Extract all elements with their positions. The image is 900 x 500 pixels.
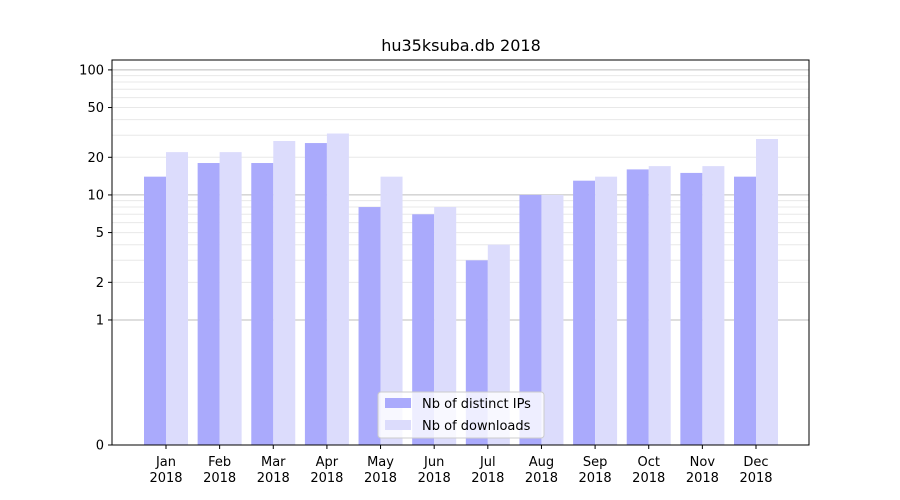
bar-downloads-apr: [326, 133, 349, 445]
x-tick-label-month: Nov: [690, 455, 716, 470]
chart-title: hu35ksuba.db 2018: [381, 36, 541, 55]
x-tick-label-year: 2018: [418, 471, 451, 486]
bar-distinct-ips-may: [358, 207, 381, 445]
bar-downloads-sep: [595, 176, 618, 445]
x-tick-label-month: Jan: [155, 455, 176, 470]
legend-box: [377, 391, 545, 439]
y-tick-label: 0: [96, 439, 104, 454]
bar-downloads-jan: [166, 152, 188, 445]
x-tick-label-year: 2018: [364, 471, 397, 486]
x-tick-label-year: 2018: [739, 471, 772, 486]
bar-downloads-nov: [702, 166, 725, 445]
x-tick-label-month: Jul: [479, 455, 496, 470]
bar-distinct-ips-mar: [251, 163, 274, 445]
bar-distinct-ips-jan: [144, 176, 166, 445]
x-tick-label-month: Jun: [423, 455, 444, 470]
x-tick-label-month: Apr: [316, 455, 339, 470]
y-tick-label: 5: [96, 226, 104, 241]
bar-distinct-ips-nov: [680, 172, 703, 445]
x-axis: Jan2018Feb2018Mar2018Apr2018May2018Jun20…: [149, 445, 773, 486]
x-tick-label-month: Feb: [208, 455, 231, 470]
legend-label-downloads: Nb of downloads: [422, 419, 531, 434]
y-tick-label: 100: [79, 63, 104, 78]
bar-downloads-feb: [219, 152, 242, 445]
x-tick-label-year: 2018: [257, 471, 290, 486]
x-tick-label-month: Sep: [583, 455, 608, 470]
bar-downloads-dec: [756, 139, 778, 445]
bar-downloads-jun: [434, 207, 457, 445]
bar-distinct-ips-dec: [734, 176, 756, 445]
x-tick-label-year: 2018: [310, 471, 343, 486]
bar-distinct-ips-jun: [412, 214, 435, 445]
legend-swatch-downloads: [385, 420, 411, 430]
y-tick-label: 1: [96, 313, 104, 328]
x-tick-label-year: 2018: [525, 471, 558, 486]
bar-distinct-ips-feb: [197, 163, 220, 445]
x-tick-label-month: May: [367, 455, 394, 470]
legend-swatch-distinct-ips: [385, 398, 411, 408]
x-tick-label-month: Mar: [261, 455, 286, 470]
bar-downloads-aug: [541, 194, 564, 445]
bar-distinct-ips-apr: [304, 143, 327, 445]
x-tick-label-year: 2018: [686, 471, 719, 486]
bar-downloads-may: [380, 176, 403, 445]
bar-downloads-mar: [273, 140, 296, 445]
legend-label-distinct-ips: Nb of distinct IPs: [422, 397, 531, 412]
x-tick-label-year: 2018: [149, 471, 182, 486]
plot-area: [111, 59, 810, 446]
x-tick-label-year: 2018: [579, 471, 612, 486]
bar-distinct-ips-aug: [519, 194, 542, 445]
x-tick-label-year: 2018: [203, 471, 236, 486]
y-tick-label: 50: [87, 101, 104, 116]
x-tick-label-year: 2018: [471, 471, 504, 486]
legend: Nb of distinct IPs Nb of downloads: [377, 391, 545, 439]
x-tick-label-month: Aug: [529, 455, 554, 470]
x-tick-label-year: 2018: [632, 471, 665, 486]
y-tick-label: 20: [87, 151, 104, 166]
x-tick-label-month: Dec: [743, 455, 768, 470]
bar-distinct-ips-oct: [626, 169, 649, 445]
bar-downloads-oct: [648, 166, 671, 445]
bar-distinct-ips-sep: [573, 180, 596, 445]
x-tick-label-month: Oct: [637, 455, 659, 470]
y-axis: 0 1 2 5 10 20 50 100: [79, 63, 112, 454]
y-tick-label: 10: [87, 188, 104, 203]
y-tick-label: 2: [96, 276, 104, 291]
